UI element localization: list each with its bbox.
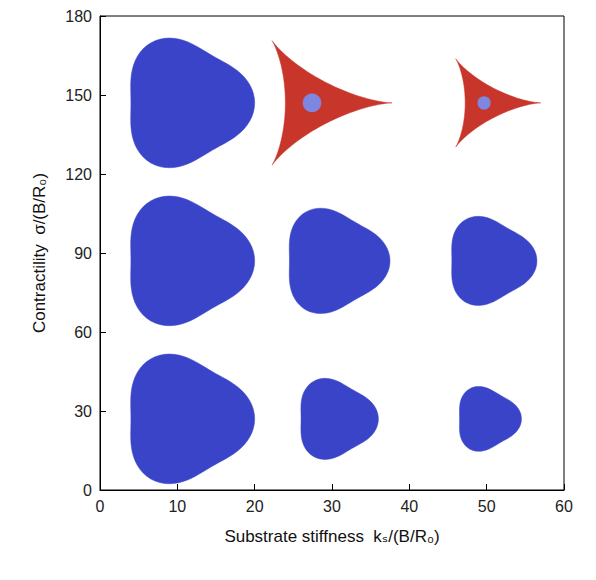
svg-text:150: 150 — [65, 87, 92, 104]
svg-text:Substrate stiffness kₛ/(B/R₀): Substrate stiffness kₛ/(B/R₀) — [224, 527, 439, 546]
svg-text:40: 40 — [400, 498, 418, 515]
svg-text:180: 180 — [65, 8, 92, 25]
svg-text:Contractility σ/(B/R₀): Contractility σ/(B/R₀) — [30, 173, 49, 333]
svg-text:60: 60 — [74, 324, 92, 341]
svg-text:50: 50 — [478, 498, 496, 515]
svg-text:10: 10 — [168, 498, 186, 515]
svg-text:30: 30 — [323, 498, 341, 515]
svg-text:0: 0 — [96, 498, 105, 515]
svg-text:20: 20 — [246, 498, 264, 515]
svg-text:60: 60 — [555, 498, 573, 515]
svg-text:0: 0 — [83, 482, 92, 499]
svg-text:30: 30 — [74, 403, 92, 420]
svg-text:120: 120 — [65, 166, 92, 183]
svg-text:90: 90 — [74, 245, 92, 262]
